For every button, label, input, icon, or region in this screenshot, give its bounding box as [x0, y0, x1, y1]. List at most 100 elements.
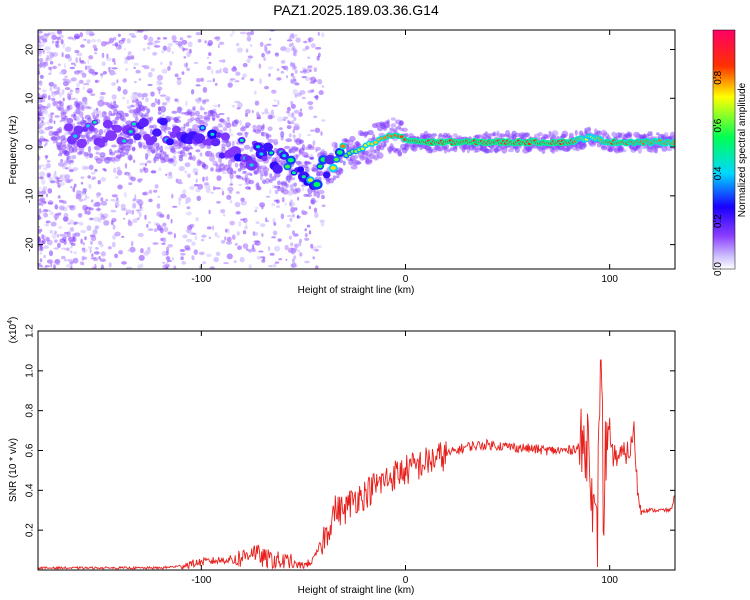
spectrogram-noise-mark: [51, 40, 55, 44]
spectrogram-halo-mark: [143, 145, 147, 150]
spectrogram-noise-mark: [210, 69, 214, 75]
spectrogram-ridge-mark: [64, 123, 74, 132]
spectrogram-noise-mark: [69, 227, 75, 232]
spectrogram-noise-mark: [74, 49, 80, 54]
spectrogram-noise-mark: [206, 79, 213, 83]
spectrogram-noise-mark: [143, 34, 148, 40]
spectrogram-noise-mark: [47, 188, 53, 194]
spectrogram-noise-mark: [41, 234, 45, 240]
spectrogram-halo-mark: [144, 112, 149, 117]
spectrogram-noise-mark: [202, 86, 208, 93]
spectrogram-noise-mark: [54, 203, 58, 209]
spectrogram-ridge-core: [313, 182, 321, 187]
spectrogram-noise-mark: [97, 180, 101, 185]
spectrogram-halo-mark: [189, 152, 193, 159]
spectrogram-halo-mark: [227, 159, 232, 166]
spectrogram-halo-mark: [205, 150, 213, 157]
spectrogram-noise-mark: [193, 249, 198, 255]
spectrogram-noise-mark: [259, 41, 264, 47]
snr-y-scale: (x104): [7, 317, 19, 344]
spectrogram-noise-mark: [137, 209, 140, 214]
spectrogram-noise-mark: [90, 240, 93, 245]
spectrogram-noise-mark: [64, 46, 72, 53]
spectrogram-noise-mark: [38, 123, 45, 126]
spectrogram-noise-mark: [114, 42, 119, 47]
spectrogram-noise-mark: [234, 80, 240, 83]
spectrogram-noise-mark: [136, 217, 140, 221]
spectrogram-noise-mark: [288, 133, 292, 138]
spectrogram-noise-mark: [321, 204, 326, 208]
spectrogram-halo-mark: [109, 151, 116, 156]
spectrogram-noise-mark: [157, 99, 161, 105]
spectrogram-noise-mark: [67, 93, 72, 100]
spectrogram-noise-mark: [185, 197, 192, 203]
y-tick-label: 0.4: [25, 483, 36, 497]
spectrogram-noise-mark: [270, 109, 274, 116]
spectrogram-noise-mark: [292, 261, 296, 266]
snr-x-label: Height of straight line (km): [298, 585, 415, 596]
spectrogram-noise-mark: [255, 221, 260, 225]
spectrogram-noise-mark: [81, 255, 85, 261]
spectrogram-noise-mark: [304, 228, 308, 232]
spectrogram-noise-mark: [165, 256, 171, 261]
spectrogram-noise-mark: [80, 238, 83, 245]
spectrogram-noise-mark: [154, 40, 161, 44]
spectrogram-noise-mark: [318, 90, 324, 96]
spectrogram-noise-mark: [41, 89, 47, 93]
spectrogram-noise-mark: [268, 112, 272, 116]
spectrogram-noise-mark: [39, 197, 46, 202]
spectrogram-halo-mark: [55, 105, 62, 109]
spectrogram-halo-mark: [60, 112, 66, 120]
spectrogram-noise-mark: [126, 135, 131, 139]
spectrogram-noise-mark: [63, 216, 68, 222]
y-tick-label: -10: [25, 188, 36, 203]
spectrogram-noise-mark: [207, 40, 213, 46]
spectrogram-noise-mark: [286, 224, 291, 228]
spectrogram-noise-mark: [165, 266, 169, 269]
spectrogram-noise-mark: [248, 264, 252, 269]
spectrogram-noise-mark: [47, 200, 54, 205]
spectrogram-noise-mark: [39, 74, 44, 79]
spectrogram-halo-mark: [294, 153, 300, 158]
spectrogram-noise-mark: [64, 167, 69, 170]
spectrogram-noise-mark: [113, 100, 117, 106]
spectrogram-halo-mark: [401, 127, 408, 132]
spectrogram-noise-mark: [276, 68, 280, 71]
spectrogram-noise-mark: [125, 266, 133, 269]
spectrogram-noise-mark: [170, 218, 173, 224]
spectrogram-noise-mark: [150, 91, 155, 97]
spectrogram-halo-mark: [268, 178, 273, 183]
spectrogram-noise-mark: [277, 238, 282, 242]
spectrogram-halo-mark: [135, 116, 139, 123]
spectrogram-noise-mark: [135, 98, 140, 105]
spectrogram-noise-mark: [59, 238, 66, 244]
spectrogram-noise-mark: [79, 221, 83, 225]
spectrogram-halo-mark: [190, 116, 195, 122]
spectrogram-halo-mark: [222, 127, 228, 132]
spectrogram-noise-mark: [53, 213, 60, 219]
spectrogram-noise-mark: [313, 115, 318, 119]
spectrogram-noise-mark: [116, 169, 123, 176]
spectrogram-noise-mark: [320, 131, 323, 136]
spectrogram-noise-mark: [133, 62, 139, 66]
spectrogram-noise-mark: [121, 235, 125, 238]
spectrogram-noise-mark: [99, 258, 106, 263]
spectrogram-border: [37, 29, 676, 270]
spectrogram-halo-mark: [308, 146, 315, 151]
spectrogram-noise-mark: [279, 127, 283, 130]
spectrogram-noise-mark: [152, 52, 158, 56]
spectrogram-noise-mark: [47, 125, 51, 131]
spectrogram-noise-mark: [38, 70, 41, 76]
spectrogram-noise-mark: [46, 259, 53, 264]
spectrogram-noise-mark: [40, 210, 44, 214]
spectrogram-ridge-core: [334, 157, 339, 162]
spectrogram-noise-mark: [48, 250, 54, 257]
spectrogram-noise-mark: [64, 174, 71, 180]
spectrogram-noise-mark: [212, 186, 216, 191]
spectrogram-noise-mark: [258, 250, 264, 253]
spectrogram-noise-mark: [40, 111, 43, 116]
spectrogram-noise-mark: [274, 245, 281, 252]
spectrogram-halo-mark: [242, 170, 247, 174]
spectrogram-noise-mark: [254, 100, 259, 106]
spectrogram-halo-mark: [143, 131, 147, 135]
